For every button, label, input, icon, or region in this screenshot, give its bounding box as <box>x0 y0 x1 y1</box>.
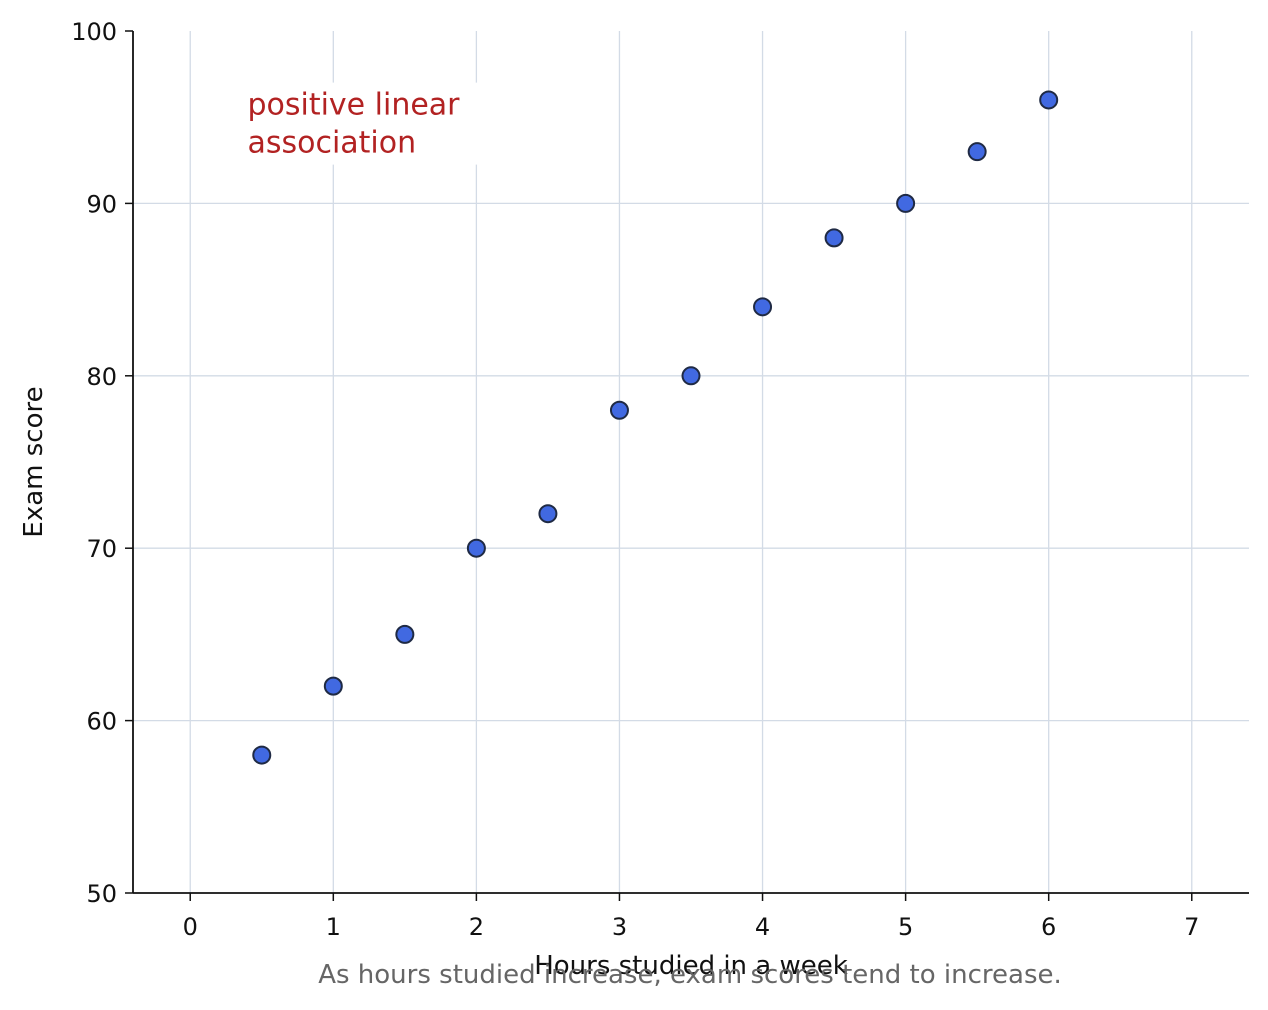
x-tick-label: 4 <box>755 913 770 941</box>
x-tick-label: 6 <box>1041 913 1056 941</box>
y-tick-label: 90 <box>86 190 117 218</box>
data-point <box>395 624 415 644</box>
data-point <box>967 142 987 162</box>
x-tick-label: 1 <box>326 913 341 941</box>
data-point <box>1039 90 1059 110</box>
y-tick-label: 70 <box>86 535 117 563</box>
annotation-line-2: association <box>247 126 416 161</box>
annotation-line-1: positive linear <box>247 88 460 123</box>
data-point <box>252 745 272 765</box>
axes <box>125 30 1249 901</box>
data-points <box>252 90 1059 765</box>
grid <box>133 31 1249 893</box>
data-point <box>824 228 844 248</box>
x-tick-label: 2 <box>469 913 484 941</box>
data-point <box>323 676 343 696</box>
y-axis-label: Exam score <box>19 386 49 537</box>
y-tick-label: 100 <box>71 18 117 46</box>
data-point <box>538 504 558 524</box>
x-tick-label: 5 <box>898 913 913 941</box>
annotation-background <box>237 82 488 165</box>
chart-caption: As hours studied increase, exam scores t… <box>318 960 1062 990</box>
data-point <box>681 366 701 386</box>
data-point <box>609 400 629 420</box>
y-tick-label: 60 <box>86 708 117 736</box>
y-tick-label: 50 <box>86 880 117 908</box>
data-point <box>753 297 773 317</box>
x-tick-label: 7 <box>1184 913 1199 941</box>
annotation: positive linear association <box>237 82 488 165</box>
tick-labels: 0 1 2 3 4 5 6 7 50 60 70 80 90 100 <box>71 18 1199 941</box>
data-point <box>896 193 916 213</box>
data-point <box>466 538 486 558</box>
annotation-text: positive linear association <box>247 88 469 161</box>
x-tick-label: 3 <box>612 913 627 941</box>
y-tick-label: 80 <box>86 363 117 391</box>
x-axis-label: Hours studied in a week <box>534 951 848 981</box>
x-tick-label: 0 <box>183 913 198 941</box>
